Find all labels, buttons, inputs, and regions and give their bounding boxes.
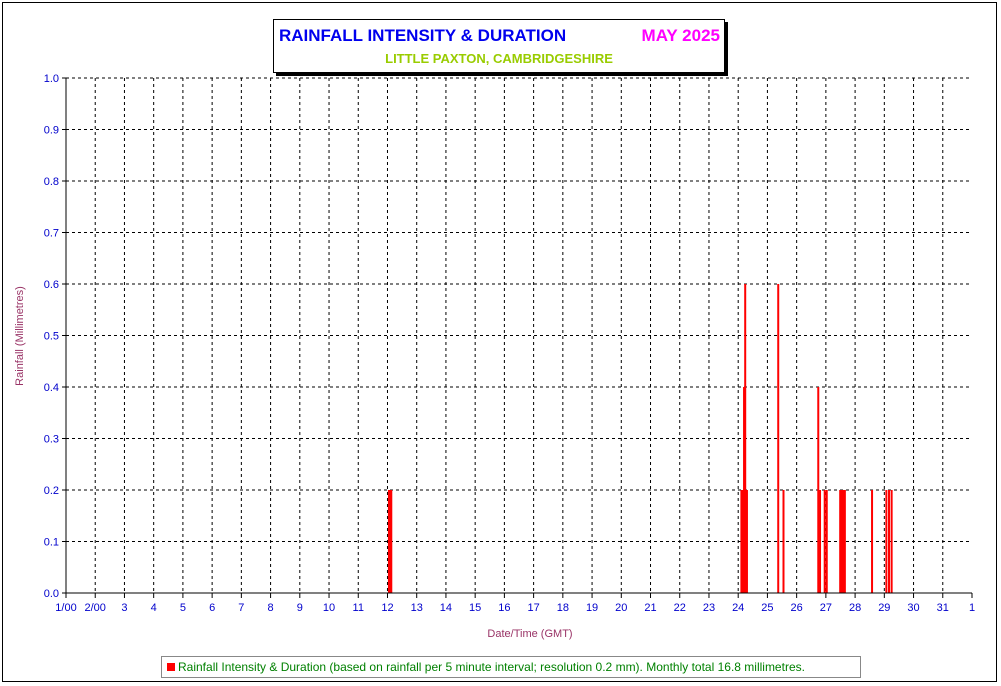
y-tick-label: 0.6 bbox=[44, 279, 59, 291]
rain-bar bbox=[390, 490, 393, 593]
x-tick-label: 16 bbox=[498, 602, 510, 614]
legend-swatch bbox=[167, 663, 175, 671]
y-axis-title: Rainfall (Millimetres) bbox=[14, 286, 26, 386]
rain-bar bbox=[841, 490, 844, 593]
y-tick-label: 0.3 bbox=[44, 434, 59, 446]
y-tick-label: 0.9 bbox=[44, 125, 59, 137]
grid-lines bbox=[66, 77, 972, 593]
x-tick-label: 15 bbox=[469, 602, 481, 614]
x-tick-label: 13 bbox=[411, 602, 423, 614]
rain-bar bbox=[842, 490, 845, 593]
rain-bar bbox=[817, 387, 820, 593]
x-tick-label: 26 bbox=[791, 602, 803, 614]
x-tick-label: 29 bbox=[878, 602, 890, 614]
x-tick-label: 5 bbox=[180, 602, 186, 614]
x-tick-label: 20 bbox=[615, 602, 627, 614]
x-tick-label: 11 bbox=[353, 602, 364, 614]
x-tick-label: 2/00 bbox=[85, 602, 106, 614]
rain-bar bbox=[740, 490, 743, 593]
rain-bar bbox=[819, 490, 822, 593]
x-tick-labels: 1/00 2/00 3 4 5 6 7 8 9 10 11 12 13 14 15 16 17 18 19 20 21 2… bbox=[55, 602, 975, 614]
rain-bar bbox=[743, 387, 746, 593]
x-tick-label: 9 bbox=[297, 602, 303, 614]
x-tick-label: 18 bbox=[557, 602, 569, 614]
rain-bar bbox=[745, 490, 748, 593]
x-tick-label: 4 bbox=[151, 602, 157, 614]
x-tick-label: 19 bbox=[586, 602, 598, 614]
plot-axes bbox=[62, 77, 973, 598]
x-tick-label: 14 bbox=[440, 602, 452, 614]
y-tick-label: 1.0 bbox=[44, 73, 59, 85]
rain-bar bbox=[887, 490, 890, 593]
y-tick-label: 0.1 bbox=[44, 537, 59, 549]
x-tick-label: 3 bbox=[121, 602, 127, 614]
y-tick-label: 0.8 bbox=[44, 176, 59, 188]
chart-subtitle: LITTLE PAXTON, CAMBRIDGESHIRE bbox=[385, 51, 613, 66]
rain-bar bbox=[389, 490, 392, 593]
x-tick-label: 22 bbox=[674, 602, 686, 614]
x-tick-label: 24 bbox=[732, 602, 744, 614]
rain-bar bbox=[744, 284, 747, 593]
chart-month: MAY 2025 bbox=[641, 26, 720, 45]
rain-bar bbox=[777, 284, 780, 593]
x-axis-title: Date/Time (GMT) bbox=[487, 628, 572, 640]
x-tick-label: 1 bbox=[969, 602, 975, 614]
x-tick-label: 25 bbox=[761, 602, 773, 614]
y-tick-label: 0.7 bbox=[44, 228, 59, 240]
x-tick-label: 23 bbox=[703, 602, 715, 614]
y-tick-label: 0.0 bbox=[44, 588, 59, 600]
rain-bar bbox=[871, 490, 874, 593]
x-tick-label: 17 bbox=[527, 602, 539, 614]
rain-bar bbox=[823, 490, 826, 593]
x-tick-label: 28 bbox=[849, 602, 861, 614]
legend-text: Rainfall Intensity & Duration (based on … bbox=[178, 660, 805, 674]
x-tick-label: 7 bbox=[238, 602, 244, 614]
rain-bar bbox=[782, 490, 785, 593]
rain-bar bbox=[840, 490, 843, 593]
rain-bar bbox=[843, 490, 846, 593]
x-tick-label: 12 bbox=[381, 602, 393, 614]
y-tick-label: 0.2 bbox=[44, 485, 59, 497]
x-tick-label: 6 bbox=[209, 602, 215, 614]
x-tick-label: 10 bbox=[323, 602, 335, 614]
rain-bar bbox=[741, 490, 744, 593]
x-tick-label: 31 bbox=[937, 602, 949, 614]
y-tick-labels: 0.0 0.1 0.2 0.3 0.4 0.5 0.6 0.7 0.8 0.9 1.0 bbox=[44, 73, 59, 600]
x-tick-label: 1/00 bbox=[55, 602, 76, 614]
y-tick-label: 0.5 bbox=[44, 331, 59, 343]
legend: Rainfall Intensity & Duration (based on … bbox=[161, 656, 861, 678]
y-tick-label: 0.4 bbox=[44, 382, 59, 394]
x-tick-label: 30 bbox=[907, 602, 919, 614]
chart-title: RAINFALL INTENSITY & DURATION bbox=[279, 26, 567, 45]
x-tick-label: 21 bbox=[644, 602, 656, 614]
rain-bar bbox=[890, 490, 893, 593]
rain-bar bbox=[825, 490, 828, 593]
rain-bar bbox=[839, 490, 842, 593]
rain-bar bbox=[387, 490, 390, 593]
rain-bar bbox=[885, 490, 888, 593]
rainfall-bars bbox=[387, 284, 893, 593]
title-box: RAINFALL INTENSITY & DURATION MAY 2025 L… bbox=[273, 19, 725, 73]
x-tick-label: 27 bbox=[820, 602, 832, 614]
x-tick-label: 8 bbox=[268, 602, 274, 614]
